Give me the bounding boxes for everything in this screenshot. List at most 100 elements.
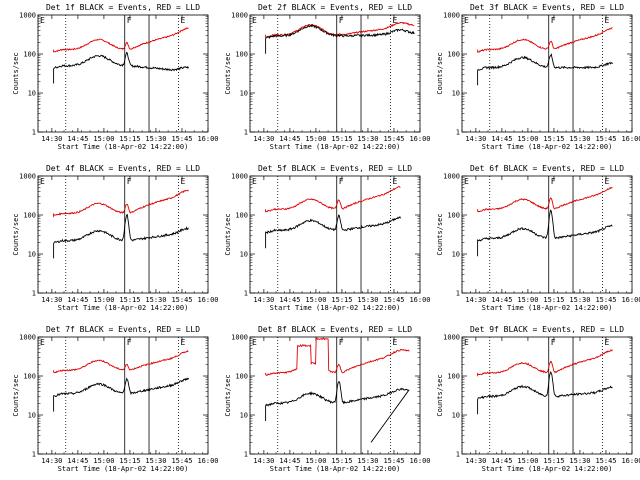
series-red-lld	[53, 350, 189, 374]
series-red-lld	[477, 187, 613, 213]
x-tick-label: 14:45	[67, 457, 88, 465]
x-tick-label: 15:30	[357, 135, 378, 143]
x-tick-label: 15:45	[383, 296, 404, 304]
plot-frame	[461, 175, 633, 294]
series-red-lld	[477, 349, 613, 377]
x-tick-label: 15:45	[595, 296, 616, 304]
y-axis-label: Counts/sec	[224, 52, 232, 94]
x-tick-label: 14:30	[41, 296, 62, 304]
panel-title: Det 2f BLACK = Events, RED = LLD	[258, 3, 412, 12]
x-tick-label: 15:30	[357, 296, 378, 304]
marker-label: E	[252, 16, 257, 25]
x-tick-label: 15:00	[517, 457, 538, 465]
y-tick-label: 10	[28, 412, 36, 420]
marker-label: F	[339, 16, 344, 25]
series-red-lld	[53, 27, 189, 53]
y-tick-label: 1000	[231, 334, 248, 342]
x-axis-label: Start Time (18-Apr-02 14:22:00)	[58, 143, 189, 151]
x-tick-label: 15:00	[305, 135, 326, 143]
y-tick-label: 1	[456, 451, 460, 459]
panel-3: Det 3f BLACK = Events, RED = LLD 1 10 100 10…	[436, 3, 640, 151]
series-black-events	[477, 209, 613, 257]
series-red-lld	[265, 186, 401, 213]
x-tick-label: 15:45	[383, 135, 404, 143]
series-black-events	[53, 214, 189, 259]
x-tick-label: 16:00	[621, 135, 640, 143]
marker-label: E	[181, 177, 186, 186]
series-red-lld	[53, 189, 189, 218]
panel-2: Det 2f BLACK = Events, RED = LLD 1 10 100 10…	[224, 3, 431, 151]
y-tick-label: 1000	[19, 173, 36, 181]
y-tick-label: 100	[23, 212, 36, 220]
y-tick-label: 100	[447, 373, 460, 381]
x-tick-label: 14:30	[253, 135, 274, 143]
plot-frame	[37, 175, 209, 294]
plot-frame	[461, 14, 633, 133]
y-axis-label: Counts/sec	[224, 213, 232, 255]
y-tick-label: 1	[32, 451, 36, 459]
x-tick-label: 15:15	[119, 457, 140, 465]
marker-label: F	[127, 338, 132, 347]
plot-frame	[37, 336, 209, 455]
panel-9: Det 9f BLACK = Events, RED = LLD 1 10 100 10…	[436, 325, 640, 473]
x-tick-label: 15:30	[569, 457, 590, 465]
panel-title: Det 8f BLACK = Events, RED = LLD	[258, 325, 412, 334]
x-tick-label: 15:30	[357, 457, 378, 465]
y-tick-label: 10	[240, 90, 248, 98]
marker-label: E	[181, 16, 186, 25]
x-tick-label: 16:00	[621, 457, 640, 465]
y-tick-label: 10	[240, 412, 248, 420]
y-tick-label: 1	[456, 129, 460, 137]
y-tick-label: 10	[452, 251, 460, 259]
series-black-events	[265, 24, 415, 54]
y-tick-label: 1	[244, 290, 248, 298]
x-tick-label: 16:00	[409, 296, 430, 304]
marker-label: E	[40, 177, 45, 186]
plot-frame	[249, 336, 421, 455]
x-tick-label: 15:30	[569, 296, 590, 304]
y-axis-label: Counts/sec	[436, 213, 444, 255]
x-tick-label: 14:45	[491, 457, 512, 465]
x-tick-label: 16:00	[621, 296, 640, 304]
series-black-events	[265, 214, 401, 249]
x-tick-label: 15:30	[145, 457, 166, 465]
x-tick-label: 14:45	[491, 296, 512, 304]
panel-title: Det 6f BLACK = Events, RED = LLD	[470, 164, 624, 173]
plot-frame	[249, 14, 421, 133]
marker-label: F	[127, 16, 132, 25]
x-tick-label: 15:15	[543, 296, 564, 304]
panel-title: Det 4f BLACK = Events, RED = LLD	[46, 164, 200, 173]
x-tick-label: 15:15	[331, 457, 352, 465]
x-tick-label: 15:00	[93, 135, 114, 143]
marker-label: E	[252, 177, 257, 186]
y-tick-label: 1000	[19, 334, 36, 342]
x-tick-label: 14:30	[253, 296, 274, 304]
series-black-events	[53, 377, 189, 412]
marker-label: E	[181, 338, 186, 347]
x-tick-label: 15:00	[93, 296, 114, 304]
y-tick-label: 1	[32, 290, 36, 298]
series-black-events	[477, 371, 613, 415]
x-tick-label: 15:15	[119, 296, 140, 304]
x-tick-label: 15:15	[543, 135, 564, 143]
y-tick-label: 100	[235, 373, 248, 381]
y-tick-label: 1	[244, 451, 248, 459]
x-tick-label: 15:15	[543, 457, 564, 465]
y-axis-label: Counts/sec	[436, 374, 444, 416]
y-tick-label: 1000	[231, 12, 248, 20]
x-tick-label: 14:30	[253, 457, 274, 465]
x-tick-label: 16:00	[197, 135, 218, 143]
marker-label: E	[40, 338, 45, 347]
panel-title: Det 1f BLACK = Events, RED = LLD	[46, 3, 200, 12]
x-tick-label: 14:45	[491, 135, 512, 143]
x-tick-label: 15:45	[171, 296, 192, 304]
x-axis-label: Start Time (18-Apr-02 14:22:00)	[482, 465, 613, 473]
y-tick-label: 1000	[231, 173, 248, 181]
x-tick-label: 14:30	[465, 135, 486, 143]
x-tick-label: 15:30	[145, 296, 166, 304]
x-tick-label: 15:00	[305, 457, 326, 465]
x-tick-label: 15:15	[331, 135, 352, 143]
x-axis-label: Start Time (18-Apr-02 14:22:00)	[58, 304, 189, 312]
x-tick-label: 15:15	[331, 296, 352, 304]
x-tick-label: 15:45	[171, 457, 192, 465]
